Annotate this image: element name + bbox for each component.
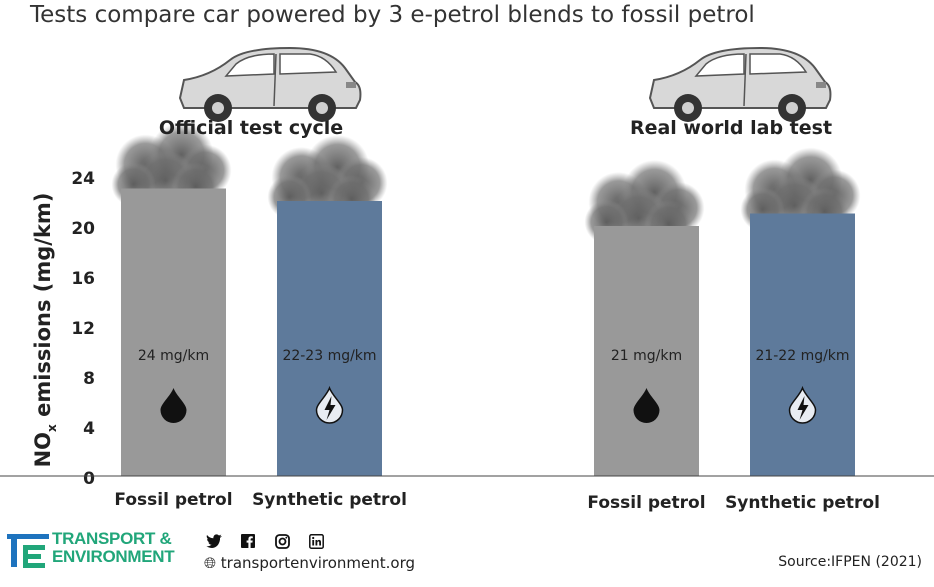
website-text: transportenvironment.org — [220, 554, 416, 572]
bar-value-label: 24 mg/km — [138, 348, 209, 364]
bar — [594, 226, 699, 476]
twitter-icon[interactable] — [206, 534, 222, 550]
chart-area: 0 4 8 12 16 20 24 Official test cycle 24 mg/km F… — [0, 47, 934, 513]
oil-drop-icon — [633, 388, 660, 424]
bar — [750, 213, 855, 476]
facebook-icon[interactable] — [240, 534, 256, 550]
globe-icon: 🌐︎ — [204, 554, 217, 572]
y-tick-label: 8 — [83, 369, 95, 389]
y-tick-label: 0 — [83, 469, 95, 489]
social-links — [206, 534, 324, 550]
category-label: Fossil petrol — [587, 493, 705, 513]
instagram-icon[interactable] — [274, 534, 290, 550]
y-axis-label: NOx emissions (mg/km) — [31, 193, 59, 468]
category-label: Fossil petrol — [114, 490, 232, 510]
footer: TRANSPORT & ENVIRONMENT 🌐︎ transportenvi… — [0, 520, 934, 587]
linkedin-icon[interactable] — [308, 534, 324, 550]
y-tick-label: 20 — [71, 219, 95, 239]
electric-drop-icon — [315, 385, 344, 424]
car-illustration-left — [179, 47, 362, 123]
bar-value-label: 21 mg/km — [611, 348, 682, 364]
website-link[interactable]: 🌐︎ transportenvironment.org — [204, 554, 415, 572]
bar — [277, 201, 382, 476]
bar — [121, 188, 226, 476]
y-tick-label: 12 — [71, 319, 95, 339]
y-tick-label: 4 — [83, 419, 95, 439]
source-note: Source:IFPEN (2021) — [778, 554, 922, 570]
te-logo-icon — [7, 534, 49, 568]
category-label: Synthetic petrol — [252, 490, 407, 510]
y-tick-label: 16 — [71, 269, 95, 289]
brand-line-2: ENVIRONMENT — [52, 547, 175, 566]
group-title: Official test cycle — [159, 117, 343, 139]
category-label: Synthetic petrol — [725, 493, 880, 513]
bar-value-label: 21-22 mg/km — [755, 348, 849, 364]
bar-value-label: 22-23 mg/km — [282, 348, 376, 364]
electric-drop-icon — [788, 385, 817, 424]
oil-drop-icon — [160, 388, 187, 424]
group-title: Real world lab test — [630, 117, 832, 139]
brand-name: TRANSPORT & ENVIRONMENT — [52, 529, 175, 566]
brand-line-1: TRANSPORT & — [52, 529, 172, 548]
car-illustration-right — [649, 47, 832, 123]
chart-title: Tests compare car powered by 3 e-petrol … — [30, 2, 755, 28]
y-tick-label: 24 — [71, 169, 95, 189]
